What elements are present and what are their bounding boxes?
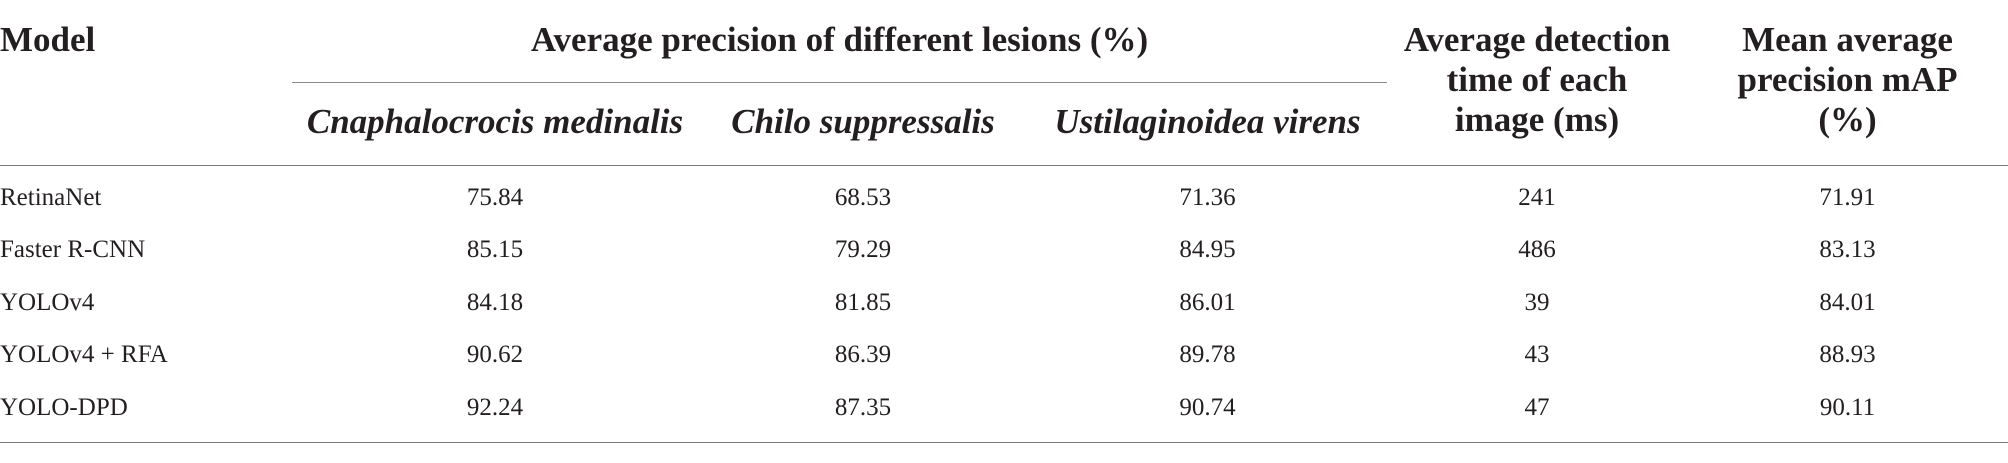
- cell-detection-time: 241: [1518, 183, 1556, 211]
- header-detection-time-line-2: time of each: [1446, 60, 1628, 99]
- header-map-line-2: precision mAP: [1737, 60, 1958, 99]
- header-ustilaginoidea-virens: Ustilaginoidea virens: [1028, 82, 1388, 166]
- cell-ustilaginoidea: 90.74: [1028, 381, 1388, 443]
- cell-chilo: 86.39: [834, 341, 892, 369]
- cell-map: 84.01: [1819, 288, 1876, 316]
- header-map-line-3: (%): [1818, 100, 1877, 139]
- cell-map: 90.11: [1687, 381, 2008, 443]
- cell-chilo: 68.53: [834, 183, 892, 211]
- cell-model: YOLOv4 + RFA: [0, 341, 168, 369]
- results-table-container: Model Average precision of different les…: [0, 0, 2008, 443]
- cell-map: 71.91: [1819, 183, 1876, 211]
- table-body: RetinaNet 75.84 68.53 71.36 241 71.91 Fa…: [0, 165, 2008, 443]
- cell-ustilaginoidea: 71.36: [1179, 183, 1236, 211]
- header-map-line-1: Mean average: [1742, 20, 1953, 59]
- cell-detection-time: 43: [1524, 341, 1550, 369]
- cell-ustilaginoidea: 86.01: [1179, 288, 1236, 316]
- cell-model: RetinaNet: [0, 183, 102, 211]
- header-detection-time-line-1: Average detection: [1403, 20, 1671, 59]
- cell-map: 88.93: [1819, 341, 1876, 369]
- cell-cnaphalocrocis: 92.24: [292, 381, 698, 443]
- cell-detection-time: 47: [1387, 381, 1688, 443]
- table-row: YOLOv4 + RFA 90.62 86.39 89.78 43 88.93: [0, 329, 2008, 382]
- cell-model: YOLOv4: [0, 288, 95, 316]
- header-detection-time: Average detection time of each image (ms…: [1387, 0, 1688, 166]
- cell-chilo: 81.85: [834, 288, 892, 316]
- table-header: Model Average precision of different les…: [0, 0, 2008, 166]
- header-chilo-suppressalis: Chilo suppressalis: [698, 82, 1028, 166]
- cell-model: Faster R-CNN: [0, 236, 146, 264]
- header-cnaphalocrocis-medinalis: Cnaphalocrocis medinalis: [292, 82, 698, 166]
- cell-cnaphalocrocis: 90.62: [466, 341, 524, 369]
- cell-chilo: 79.29: [834, 236, 892, 264]
- header-detection-time-line-3: image (ms): [1454, 100, 1620, 139]
- cell-ustilaginoidea: 89.78: [1179, 341, 1236, 369]
- cell-detection-time: 486: [1518, 236, 1556, 264]
- cell-cnaphalocrocis: 84.18: [466, 288, 524, 316]
- cell-chilo: 87.35: [698, 381, 1028, 443]
- table-row: Faster R-CNN 85.15 79.29 84.95 486 83.13: [0, 224, 2008, 277]
- table-row: RetinaNet 75.84 68.53 71.36 241 71.91: [0, 165, 2008, 224]
- table-row: YOLO-DPD 92.24 87.35 90.74 47 90.11: [0, 381, 2008, 443]
- cell-cnaphalocrocis: 85.15: [466, 236, 524, 264]
- cell-model: YOLO-DPD: [0, 381, 292, 443]
- table-row: YOLOv4 84.18 81.85 86.01 39 84.01: [0, 277, 2008, 330]
- cell-cnaphalocrocis: 75.84: [466, 183, 524, 211]
- cell-detection-time: 39: [1524, 288, 1550, 316]
- model-comparison-table: Model Average precision of different les…: [0, 0, 2008, 443]
- header-average-precision-group: Average precision of different lesions (…: [292, 0, 1388, 83]
- header-mean-average-precision: Mean average precision mAP (%): [1687, 0, 2008, 166]
- cell-ustilaginoidea: 84.95: [1179, 236, 1236, 264]
- header-model: Model: [0, 0, 292, 166]
- cell-map: 83.13: [1819, 236, 1876, 264]
